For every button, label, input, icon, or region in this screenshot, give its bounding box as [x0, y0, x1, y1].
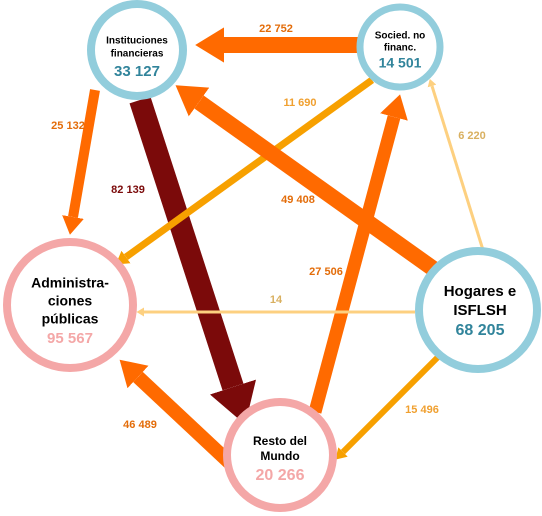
- node-label: Socied. no: [375, 31, 426, 42]
- flow-label: 15 496: [405, 404, 439, 416]
- node-circle: [87, 0, 187, 100]
- flow-label: 46 489: [123, 419, 157, 431]
- flow-labels: 22 752 25 132 82 139 11 690 49 408 6 220…: [51, 23, 486, 431]
- node-circle: [415, 247, 541, 373]
- node-value: 14 501: [379, 55, 422, 71]
- node-label: públicas: [42, 311, 99, 327]
- arrow: [62, 89, 100, 235]
- arrow: [335, 352, 443, 460]
- node-circle: [356, 3, 444, 91]
- node-label: Hogares e: [444, 283, 517, 300]
- arrow: [308, 94, 408, 414]
- flow-label: 82 139: [111, 184, 145, 196]
- node-label: Administra-: [31, 275, 109, 291]
- arrow: [129, 96, 257, 425]
- flow-label: 27 506: [309, 266, 343, 278]
- arrows: [62, 27, 485, 471]
- flow-label: 11 690: [283, 97, 316, 109]
- arrow: [427, 78, 485, 251]
- node-label: Resto del: [253, 434, 307, 448]
- node-circle: [223, 398, 337, 512]
- arrow: [175, 85, 440, 277]
- arrow: [115, 77, 375, 265]
- node-label: financ.: [384, 43, 416, 54]
- node-label: Mundo: [260, 449, 299, 463]
- flow-label: 22 752: [259, 23, 293, 35]
- node-value: 33 127: [114, 63, 160, 80]
- node-label: ISFLSH: [453, 302, 506, 319]
- flow-label: 6 220: [458, 130, 486, 142]
- node-value: 68 205: [456, 322, 505, 339]
- arrow: [119, 359, 237, 471]
- flow-label: 25 132: [51, 120, 85, 132]
- node-label: Instituciones: [106, 36, 168, 47]
- node-label: financieras: [111, 49, 164, 60]
- flow-label: 14: [270, 294, 283, 306]
- node-label: ciones: [48, 293, 93, 309]
- flow-label: 49 408: [281, 194, 315, 206]
- nodes: Instituciones financieras 33 127 Socied.…: [3, 0, 541, 512]
- node-value: 95 567: [47, 330, 93, 347]
- node-value: 20 266: [256, 467, 305, 484]
- node-circle: [3, 238, 137, 372]
